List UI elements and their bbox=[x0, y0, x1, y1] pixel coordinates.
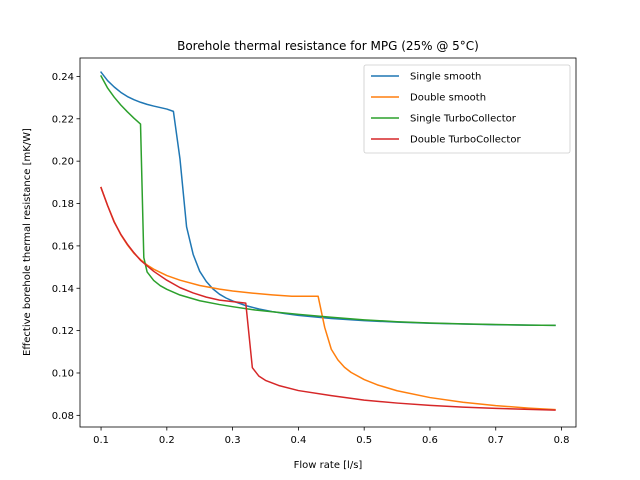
y-tick-label: 0.22 bbox=[52, 114, 74, 125]
plot-area-frame bbox=[79, 57, 577, 428]
plot-lines bbox=[99, 71, 556, 411]
y-tick-label: 0.14 bbox=[52, 284, 74, 295]
x-axis-label: Flow rate [l/s] bbox=[294, 460, 363, 471]
legend-label: Single smooth bbox=[410, 72, 481, 83]
x-tick-label: 0.8 bbox=[554, 435, 570, 446]
legend: Single smooth Double smooth Single TurboCo… bbox=[363, 64, 571, 154]
x-tick-label: 0.1 bbox=[93, 435, 109, 446]
y-tick-label: 0.20 bbox=[52, 157, 74, 168]
x-tick-label: 0.4 bbox=[290, 435, 306, 446]
y-tick-label: 0.16 bbox=[52, 241, 74, 252]
y-tick-label: 0.24 bbox=[52, 72, 74, 83]
y-tick-label: 0.18 bbox=[52, 199, 74, 210]
series-line-3 bbox=[100, 74, 556, 327]
x-tick-label: 0.5 bbox=[356, 435, 372, 446]
legend-box bbox=[363, 64, 571, 154]
legend-label: Double smooth bbox=[410, 93, 486, 104]
x-tick-label: 0.6 bbox=[422, 435, 438, 446]
y-axis-ticks: 0.08 0.10 0.12 0.14 0.16 0.18 0.20 0.22 0.24 bbox=[52, 72, 80, 422]
series-line-4 bbox=[100, 186, 556, 411]
x-axis-ticks: 0.1 0.2 0.3 0.4 0.5 0.6 0.7 0.8 bbox=[93, 427, 569, 446]
y-axis-label: Effective borehole thermal resistance [m… bbox=[22, 128, 33, 356]
x-tick-label: 0.7 bbox=[488, 435, 504, 446]
chart-title: Borehole thermal resistance for MPG (25%… bbox=[177, 39, 479, 53]
legend-label: Single TurboCollector bbox=[410, 114, 517, 125]
legend-label: Double TurboCollector bbox=[410, 135, 521, 146]
x-tick-label: 0.3 bbox=[225, 435, 241, 446]
x-tick-label: 0.2 bbox=[159, 435, 175, 446]
y-tick-label: 0.12 bbox=[52, 326, 74, 337]
y-tick-label: 0.10 bbox=[52, 368, 74, 379]
y-tick-label: 0.08 bbox=[52, 411, 74, 422]
